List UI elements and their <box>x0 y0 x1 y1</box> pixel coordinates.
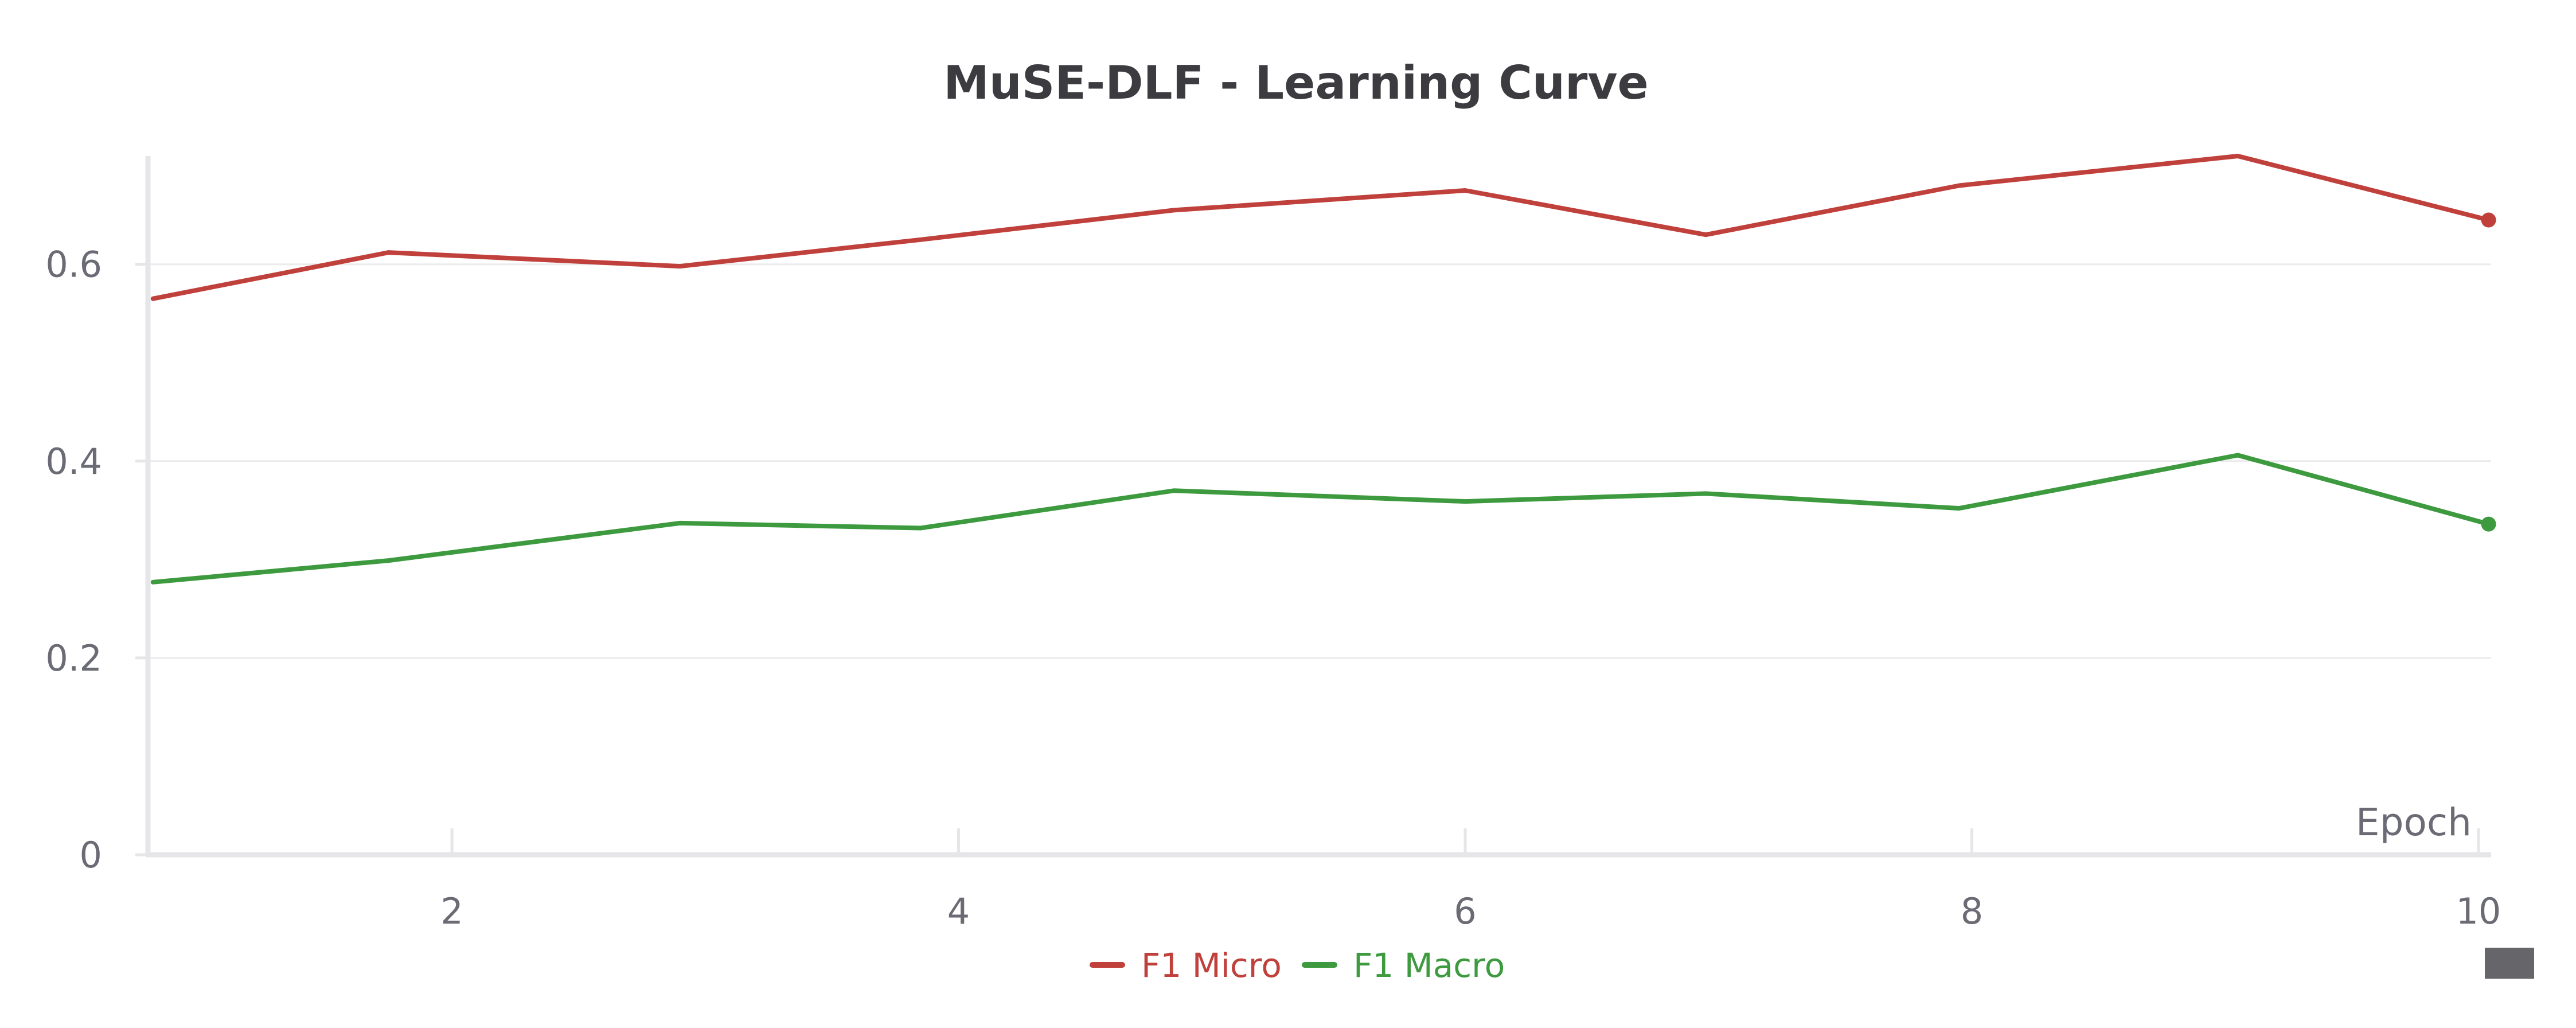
x-tick-label: 2 <box>440 890 463 932</box>
minimap-block-icon <box>2485 948 2534 979</box>
series-line-f1-macro <box>150 453 2491 585</box>
x-tick-label: 10 <box>2456 890 2501 932</box>
x-tick-label: 6 <box>1454 890 1476 932</box>
series-end-point <box>2481 516 2496 532</box>
series-end-point <box>2481 212 2496 228</box>
legend-label: F1 Micro <box>1141 946 1282 985</box>
y-tick-label: 0 <box>80 834 102 876</box>
chart-title: MuSE-DLF - Learning Curve <box>943 56 1649 110</box>
y-tick-label: 0.4 <box>45 441 102 482</box>
y-tick-label: 0.6 <box>45 244 102 286</box>
x-tick-label: 4 <box>947 890 970 932</box>
legend-label: F1 Macro <box>1353 946 1505 985</box>
x-tick-label: 8 <box>1961 890 1983 932</box>
x-axis-label: Epoch <box>2356 800 2472 844</box>
y-tick-label: 0.2 <box>45 637 102 679</box>
series-line-f1-micro <box>150 154 2491 301</box>
